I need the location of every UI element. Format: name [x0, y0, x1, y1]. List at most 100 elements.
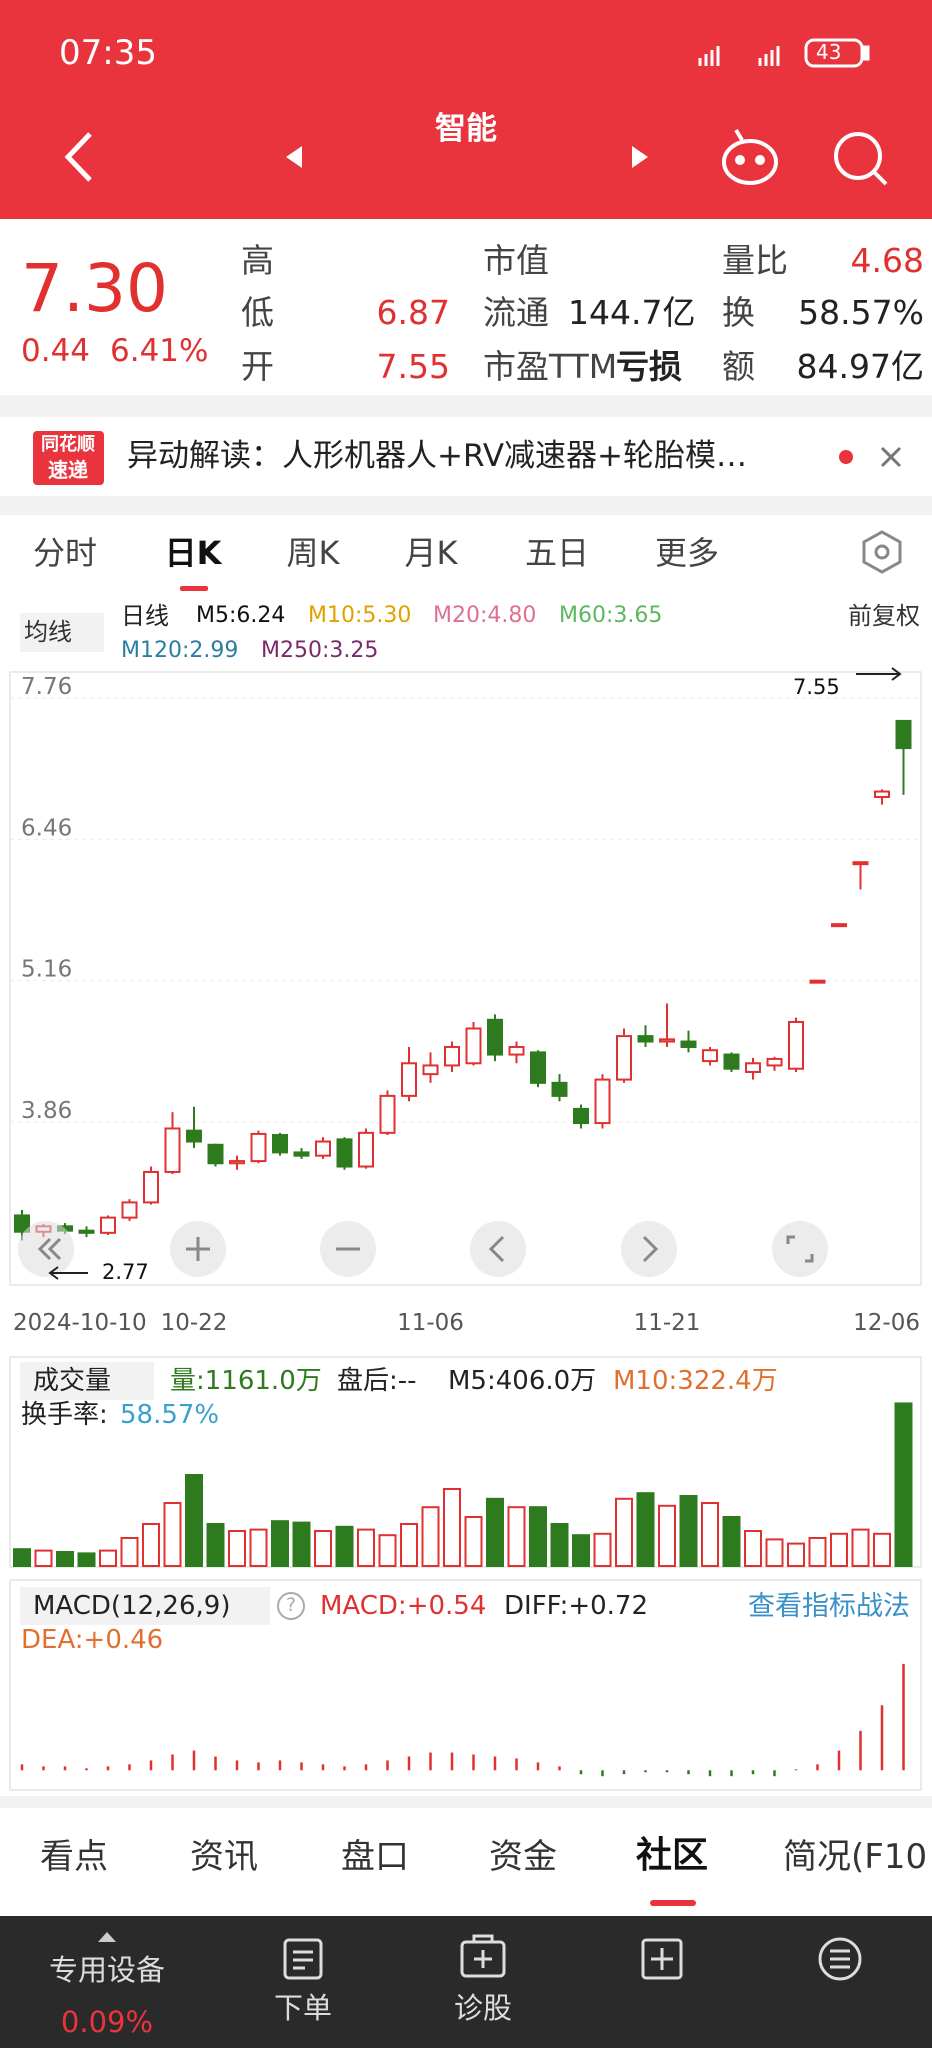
news-logo — [33, 431, 104, 485]
control-right[interactable] — [621, 1221, 677, 1277]
volume-bar — [77, 1552, 96, 1568]
tab[interactable]: 周K — [286, 534, 340, 572]
expand-icon[interactable] — [98, 1932, 116, 1942]
candle-body — [401, 1062, 417, 1097]
candle-body — [788, 1020, 804, 1070]
volume-bar — [722, 1516, 741, 1567]
tab-underline — [180, 586, 208, 591]
tab[interactable]: 五日 — [524, 534, 590, 572]
tab[interactable]: 月K — [404, 534, 458, 572]
candle-body — [487, 1018, 503, 1056]
candle-body — [121, 1201, 138, 1219]
ma-period: 日线 — [121, 602, 169, 630]
candle-body — [680, 1040, 697, 1048]
control-fullscreen[interactable] — [772, 1221, 828, 1277]
nav-label[interactable]: 下单 — [273, 1991, 333, 2025]
tab[interactable]: 分时 — [32, 534, 98, 572]
add-icon[interactable] — [641, 1938, 683, 1980]
prev-icon[interactable] — [286, 146, 302, 168]
bottom-tab[interactable]: 资讯 — [190, 1837, 258, 1877]
menu-icon[interactable] — [818, 1937, 862, 1981]
logo-text: 速递 — [48, 458, 88, 482]
x-tick-label: 11-21 — [634, 1310, 701, 1336]
help-circle[interactable] — [277, 1592, 305, 1620]
bottom-tab[interactable]: 资金 — [489, 1837, 557, 1877]
candle-body — [573, 1107, 589, 1125]
news-text[interactable]: 异动解读：人形机器人+RV减速器+轮胎模… — [127, 438, 747, 474]
y-tick-label: 3.86 — [21, 1098, 72, 1124]
search-icon[interactable] — [834, 132, 888, 186]
adjust-mode[interactable]: 前复权 — [848, 602, 920, 630]
control-left[interactable] — [470, 1221, 526, 1277]
y-tick-label: 7.76 — [21, 674, 72, 700]
ma-selector-bg[interactable] — [20, 613, 104, 652]
volume-selector-bg[interactable] — [20, 1362, 154, 1400]
ma-selector[interactable]: 均线 — [24, 618, 72, 646]
ma-item: M20:4.80 — [433, 603, 537, 628]
news-dot — [839, 450, 853, 464]
candle-body — [895, 719, 912, 750]
tab[interactable]: 日K — [164, 534, 222, 572]
x-tick-label: 10-22 — [161, 1310, 228, 1336]
volume-bar — [701, 1502, 719, 1567]
back-icon[interactable] — [64, 132, 92, 182]
candle-body — [250, 1132, 267, 1163]
volume-bar — [830, 1532, 848, 1568]
nav-label[interactable]: 诊股 — [453, 1991, 513, 2025]
candle-body — [809, 979, 826, 984]
candle-body — [745, 1062, 761, 1073]
volume-bar — [873, 1532, 891, 1568]
separator — [0, 496, 932, 515]
status-icons — [698, 38, 870, 68]
sector[interactable]: 专用设备 — [48, 1953, 166, 1987]
label: 高 — [241, 241, 274, 280]
value: 6.87 — [376, 293, 450, 332]
candle-body — [702, 1049, 718, 1063]
volume-bar — [894, 1402, 913, 1567]
label: 低 — [241, 293, 274, 332]
diff-value: DIFF:+0.72 — [504, 1591, 649, 1621]
bottom-tab[interactable]: 看点 — [40, 1837, 108, 1877]
control-rewind[interactable] — [18, 1221, 74, 1277]
change: 0.44 — [21, 333, 91, 369]
volume-bar — [443, 1488, 461, 1567]
diagnose-icon[interactable] — [460, 1934, 506, 1978]
volume-title[interactable]: 成交量 — [33, 1366, 112, 1396]
x-tick-label: 12-06 — [853, 1310, 920, 1336]
help[interactable]: ? — [285, 1594, 297, 1616]
candle-body — [637, 1035, 654, 1043]
volume-bar — [335, 1525, 354, 1568]
volume-bar — [421, 1506, 440, 1567]
robot-icon[interactable] — [722, 128, 778, 185]
macd-selector-bg[interactable] — [20, 1587, 270, 1625]
tab[interactable]: 更多 — [655, 534, 720, 572]
candle-body — [14, 1214, 30, 1233]
candle-body — [616, 1035, 632, 1081]
volume-bar — [808, 1537, 827, 1567]
value: 亏损 — [616, 347, 682, 386]
volume-bar — [529, 1506, 547, 1567]
settings-icon[interactable] — [862, 530, 902, 574]
macd-title[interactable]: MACD(12,26,9) — [33, 1591, 231, 1621]
header-bg — [0, 0, 932, 219]
indicator-link[interactable]: 查看指标战法 — [748, 1591, 910, 1622]
volume-bar — [787, 1542, 805, 1567]
volume-bar — [507, 1506, 526, 1567]
value: 58.57% — [798, 293, 924, 332]
bottom-tab[interactable]: 盘口 — [341, 1837, 409, 1877]
volume-bar — [13, 1548, 31, 1567]
order-icon[interactable] — [283, 1938, 323, 1980]
next-icon[interactable] — [632, 146, 648, 168]
macd-value: MACD:+0.54 — [320, 1591, 487, 1621]
volume-bar — [34, 1549, 53, 1567]
nav-bg — [0, 1916, 932, 2048]
bottom-tab[interactable]: 简况(F10 — [783, 1837, 928, 1877]
low-annotation: 2.77 — [102, 1260, 149, 1284]
settings-icon-dot — [874, 544, 890, 560]
close-icon[interactable] — [880, 446, 902, 468]
x-tick-label: 11-06 — [397, 1310, 464, 1336]
volume-bar — [679, 1495, 698, 1567]
volume-bar — [464, 1516, 483, 1567]
volume-chart — [13, 1402, 913, 1568]
bottom-tab[interactable]: 社区 — [635, 1835, 709, 1876]
